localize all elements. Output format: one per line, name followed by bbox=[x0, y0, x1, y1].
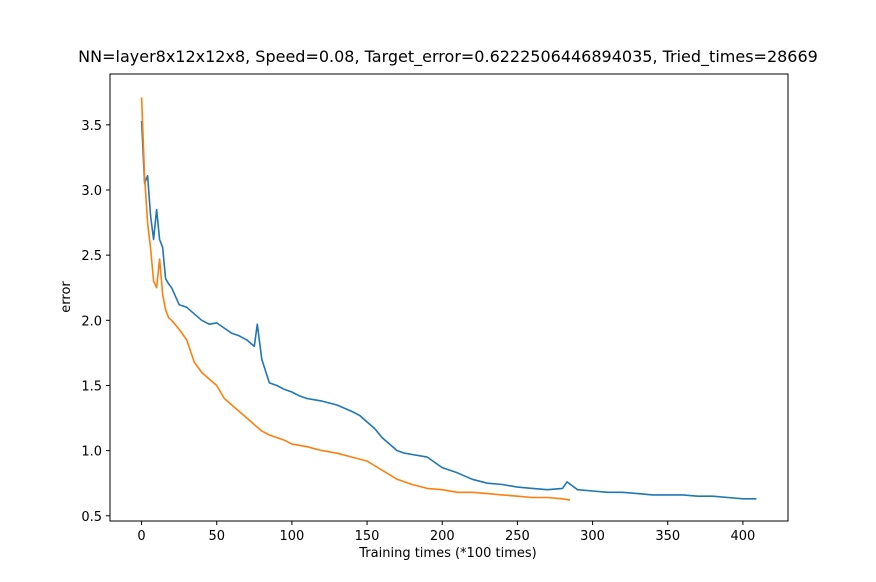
y-axis-label: error bbox=[59, 281, 74, 313]
y-tick-label: 2.5 bbox=[81, 249, 102, 264]
plot-frame bbox=[109, 73, 789, 522]
y-tick-label: 2.0 bbox=[81, 314, 102, 329]
x-axis-label: Training times (*100 times) bbox=[358, 546, 536, 561]
x-tick-label: 50 bbox=[208, 529, 225, 544]
y-tick-label: 1.5 bbox=[81, 379, 102, 394]
x-tick-label: 150 bbox=[355, 529, 380, 544]
y-tick-label: 3.5 bbox=[81, 119, 102, 134]
x-tick-label: 350 bbox=[655, 529, 680, 544]
x-axis: 0 50 100 150 200 250 300 350 400 bbox=[137, 521, 755, 544]
chart-title: NN=layer8x12x12x8, Speed=0.08, Target_er… bbox=[78, 47, 818, 67]
x-tick-label: 400 bbox=[730, 529, 755, 544]
x-tick-label: 300 bbox=[580, 529, 605, 544]
x-tick-label: 0 bbox=[137, 529, 145, 544]
x-tick-label: 100 bbox=[279, 529, 304, 544]
x-tick-label: 200 bbox=[430, 529, 455, 544]
y-tick-label: 1.0 bbox=[81, 445, 102, 460]
series-line-1 bbox=[140, 120, 757, 500]
y-axis: 0.5 1.0 1.5 2.0 2.5 3.0 3.5 bbox=[81, 119, 110, 525]
y-tick-label: 3.0 bbox=[81, 184, 102, 199]
x-tick-label: 250 bbox=[505, 529, 530, 544]
series-layer bbox=[140, 97, 757, 501]
y-tick-label: 0.5 bbox=[81, 510, 102, 525]
series-line-2 bbox=[140, 97, 571, 501]
